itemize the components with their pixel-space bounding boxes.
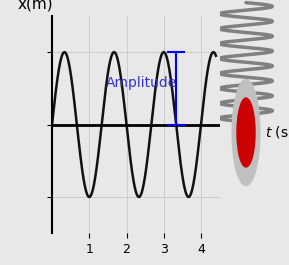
Circle shape — [237, 98, 255, 167]
Y-axis label: x(m): x(m) — [17, 0, 53, 12]
Text: $t$ (s): $t$ (s) — [265, 125, 289, 140]
Circle shape — [232, 80, 260, 186]
Text: Amplitude: Amplitude — [106, 76, 177, 90]
